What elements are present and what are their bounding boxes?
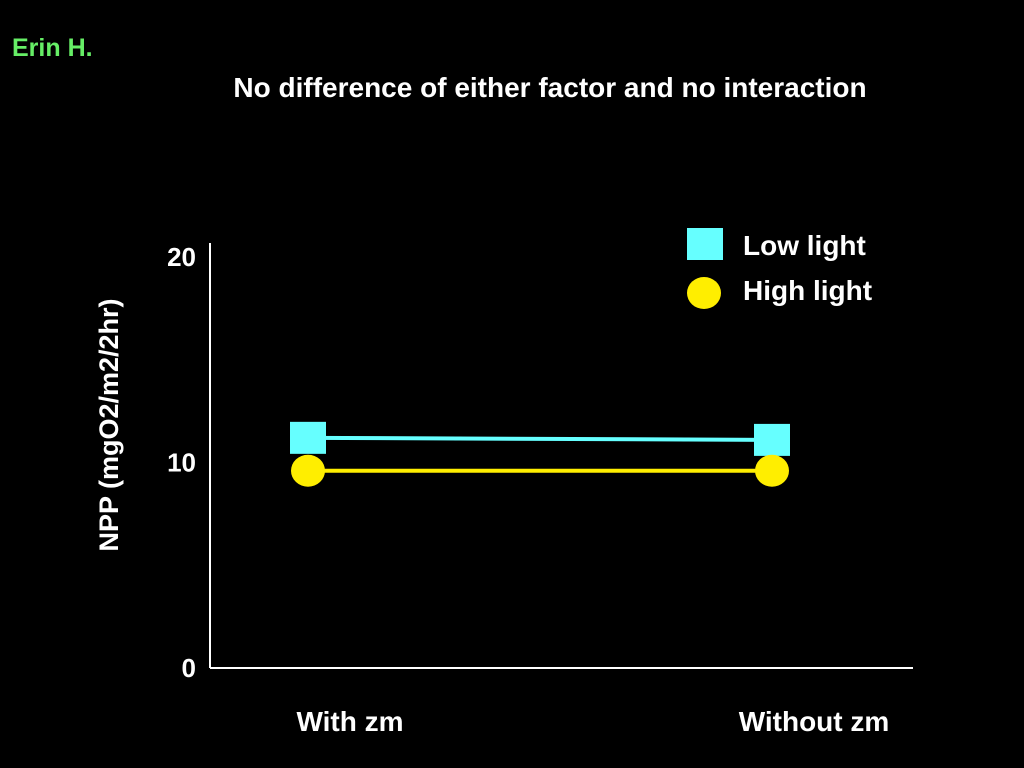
data-point-square bbox=[754, 423, 790, 456]
y-axis-label: NPP (mgO2/m2/2hr) bbox=[94, 298, 124, 551]
y-tick-label: 0 bbox=[182, 653, 196, 683]
x-category-label: With zm bbox=[296, 706, 403, 737]
legend-swatch-circle bbox=[687, 277, 721, 309]
data-point-circle bbox=[755, 454, 789, 487]
legend-swatch-square bbox=[687, 228, 723, 260]
y-tick-label: 10 bbox=[167, 448, 196, 478]
legend-label: Low light bbox=[743, 230, 866, 261]
series-line-low-light bbox=[307, 435, 773, 442]
chart-title: No difference of either factor and no in… bbox=[233, 72, 867, 103]
data-point-circle bbox=[291, 454, 325, 487]
x-category-label: Without zm bbox=[739, 706, 890, 737]
author-name: Erin H. bbox=[12, 34, 93, 62]
legend-label: High light bbox=[743, 275, 872, 306]
data-point-square bbox=[290, 421, 326, 454]
y-tick-label: 20 bbox=[167, 242, 196, 272]
